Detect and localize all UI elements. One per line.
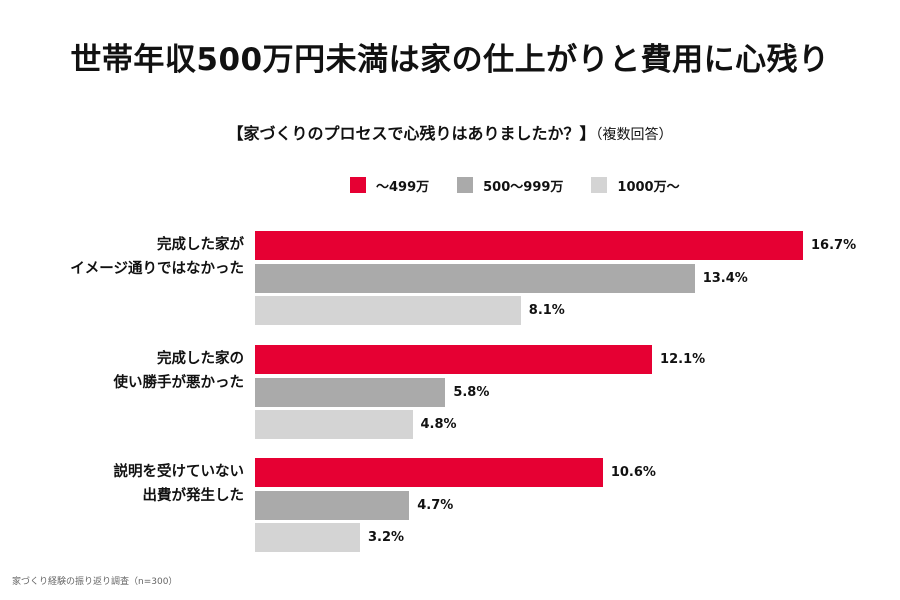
- category-label-3: 説明を受けていない出費が発生した: [24, 460, 245, 508]
- legend-swatch-2: [457, 177, 474, 193]
- category-label-2-line-2: 使い勝手が悪かった: [113, 375, 245, 391]
- legend: ～499万 500～999万 1000万～: [350, 175, 708, 195]
- chart-title-text: 【家づくりのプロセスで心残りはありましたか？】: [227, 124, 596, 143]
- value-label-1-series-1: 16.7%: [811, 238, 857, 253]
- legend-swatch-3: [591, 177, 608, 193]
- value-label-2-series-3: 4.8%: [420, 417, 457, 432]
- bar-3-series-3: [255, 523, 360, 552]
- legend-label-3: 1000万～: [617, 179, 680, 195]
- chart-title-note: （複数回答）: [595, 127, 673, 143]
- category-label-2-line-1: 完成した家の: [157, 351, 244, 367]
- category-label-1-line-1: 完成した家が: [157, 237, 244, 253]
- category-label-1: 完成した家がイメージ通りではなかった: [24, 233, 244, 281]
- legend-label-1: ～499万: [376, 179, 430, 195]
- value-label-3-series-1: 10.6%: [610, 465, 656, 480]
- value-label-2-series-2: 5.8%: [453, 384, 490, 400]
- legend-item-1: ～499万: [350, 176, 429, 195]
- value-label-1-series-3: 8.1%: [528, 303, 565, 318]
- value-label-3-series-2: 4.7%: [417, 497, 454, 513]
- category-label-1-line-2: イメージ通りではなかった: [70, 261, 244, 277]
- legend-swatch-1: [350, 177, 366, 193]
- legend-item-3: 1000万～: [591, 176, 680, 195]
- bar-3-series-2: [255, 490, 410, 520]
- legend-label-2: 500～999万: [483, 179, 564, 195]
- value-label-1-series-2: 13.4%: [702, 270, 748, 286]
- bar-2-series-3: [255, 410, 413, 439]
- value-label-2-series-1: 12.1%: [660, 352, 706, 367]
- bar-3-series-1: [255, 458, 603, 487]
- bar-2-series-1: [255, 345, 653, 374]
- bar-1-series-1: [255, 231, 803, 260]
- value-label-3-series-3: 3.2%: [368, 530, 405, 545]
- bar-2-series-2: [255, 377, 446, 407]
- bar-1-series-2: [255, 263, 695, 293]
- category-label-3-line-2: 出費が発生した: [142, 488, 245, 504]
- category-label-2: 完成した家の使い勝手が悪かった: [24, 347, 245, 395]
- main-title: 世帯年収500万円未満は家の仕上がりと費用に心残り: [70, 42, 830, 78]
- category-label-3-line-1: 説明を受けていない: [113, 464, 245, 480]
- footnote: 家づくり経験の振り返り調査（n=300）: [12, 577, 178, 587]
- legend-item-2: 500～999万: [457, 176, 563, 195]
- chart-title: 【家づくりのプロセスで心残りはありましたか？】（複数回答）: [0, 120, 900, 144]
- bar-1-series-3: [255, 296, 521, 325]
